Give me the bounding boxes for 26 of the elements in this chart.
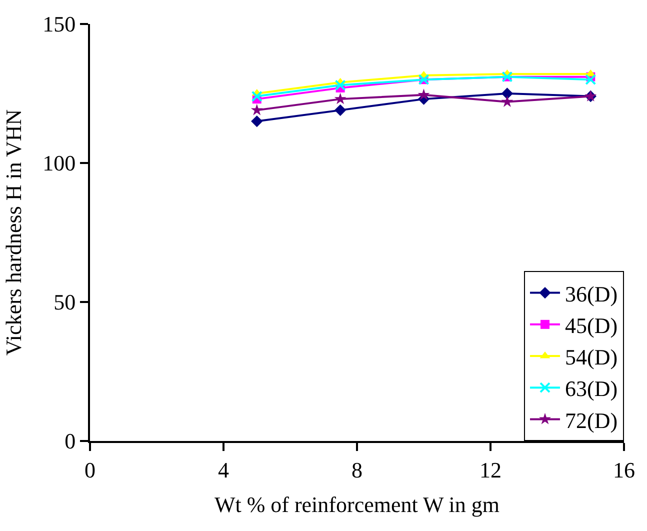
legend-label: 45(D) — [565, 312, 618, 338]
x-tick-label: 16 — [613, 457, 635, 482]
point — [501, 96, 514, 107]
point — [334, 80, 346, 91]
legend-label: 63(D) — [565, 376, 618, 402]
y-axis-title: Vickers hardness H in VHN — [0, 109, 26, 356]
y-tick-label: 50 — [54, 290, 76, 315]
legend-label: 36(D) — [565, 281, 618, 306]
y-tick-label: 150 — [42, 12, 76, 37]
x-tick-label: 0 — [84, 457, 96, 482]
point — [251, 90, 262, 102]
legend-label: 72(D) — [565, 408, 618, 433]
point — [334, 92, 346, 104]
y-tick-label: 0 — [64, 428, 76, 454]
y-tick-label: 100 — [42, 150, 76, 176]
legend-label: 54(D) — [565, 344, 618, 370]
x-tick-label: 12 — [480, 457, 502, 482]
x-axis-title: Wt % of reinforcement W in gm — [214, 492, 500, 517]
point — [250, 104, 263, 116]
x-tick-label: 4 — [218, 457, 229, 482]
point — [585, 74, 596, 86]
point — [251, 115, 263, 128]
point — [418, 88, 430, 100]
point — [334, 104, 346, 116]
x-tick-label: 8 — [352, 457, 362, 482]
point — [501, 88, 514, 100]
